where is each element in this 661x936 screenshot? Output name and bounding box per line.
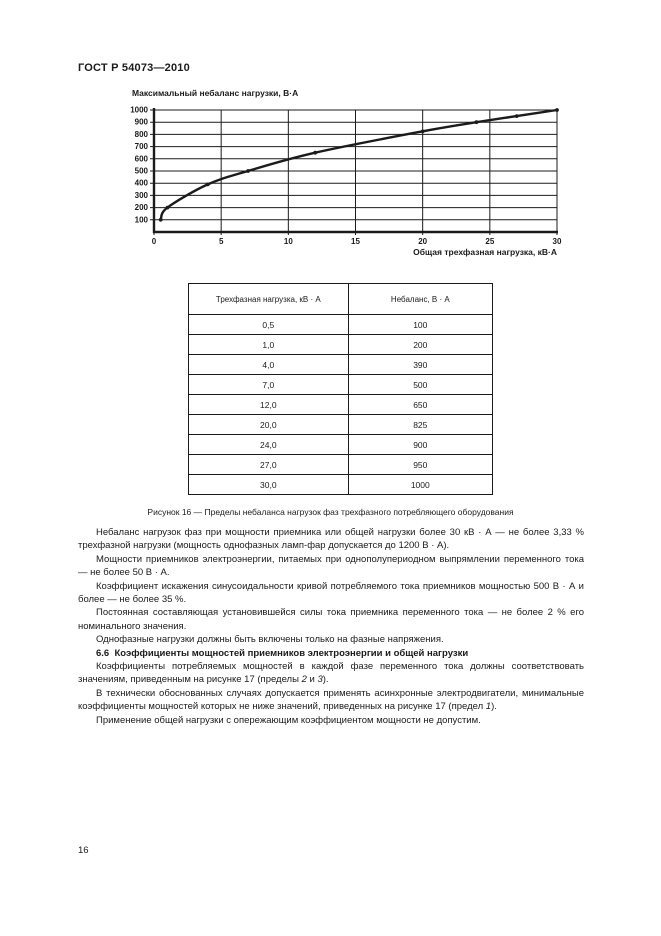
table-row: 20,0 825 [188,414,494,435]
table-cell: 24,0 [188,434,349,455]
svg-text:700: 700 [135,142,149,151]
document-title: ГОСТ Р 54073—2010 [78,62,190,74]
table-cell: 100 [347,314,494,335]
table-cell: 650 [347,394,494,415]
page-number: 16 [78,845,89,856]
table-head: Трехфазная нагрузка, кВ · А Небаланс, В ·… [188,283,494,315]
table-cell: 825 [347,414,494,435]
table-row: 24,0 900 [188,434,494,455]
table-row: 4,0 390 [188,354,494,375]
svg-text:15: 15 [351,237,360,246]
paragraph: Мощности приемников электроэнергии, пита… [78,553,584,579]
paragraph: В технически обоснованных случаях допуск… [78,687,584,713]
table-cell: 900 [347,434,494,455]
section-heading: 6.6 Коэффициенты мощностей приемников эл… [96,647,469,659]
unbalance-table: Трехфазная нагрузка, кВ · А Небаланс, В ·… [188,283,494,495]
svg-text:200: 200 [135,203,149,212]
paragraph: Коэффициент искажения синусоидальности к… [78,580,584,606]
svg-text:25: 25 [485,237,494,246]
figure-caption: Рисунок 16 — Пределы небаланса нагрузок … [147,507,514,517]
line-chart: Максимальный небаланс нагрузки, В·А10020… [130,88,562,257]
table-cell: 200 [347,334,494,355]
y-axis-labels: 100 200 300 400 500 600 700 800 900 1000 [130,106,148,225]
data-curve [159,108,559,221]
table-cell: 1000 [347,474,494,495]
x-axis-title: Общая трехфазная нагрузка, кВ·А [413,247,557,257]
svg-text:20: 20 [418,237,427,246]
table-cell: 390 [347,354,494,375]
table-cell: 12,0 [188,394,349,415]
table-row: 30,0 1000 [188,474,494,495]
table-cell: 27,0 [188,454,349,475]
table-cell: 4,0 [188,354,349,375]
svg-text:30: 30 [553,237,562,246]
paragraph: Постоянная составляющая установившейся с… [78,607,584,632]
table-cell: 950 [347,454,494,475]
paragraph: Небаланс нагрузок фаз при мощности прием… [78,527,584,552]
svg-text:900: 900 [135,118,149,127]
svg-text:300: 300 [135,191,149,200]
paragraph: Применение общей нагрузки с опережающим … [96,714,481,726]
paragraph: Коэффициенты потребляемых мощностей в ка… [78,661,584,686]
data-point-markers [158,108,559,222]
table-row: 7,0 500 [188,374,494,395]
table-cell: 7,0 [188,374,349,395]
svg-text:500: 500 [135,167,149,176]
unbalance-table-container: Трехфазная нагрузка, кВ · А Небаланс, В ·… [188,283,494,495]
table-row: 27,0 950 [188,454,494,475]
table-row: 1,0 200 [188,334,494,355]
svg-text:5: 5 [219,237,224,246]
x-axis-labels: 0 5 10 15 20 25 30 [152,237,562,246]
chart-title: Максимальный небаланс нагрузки, В·А [132,88,298,98]
table-header-cell: Небаланс, В · А [347,283,494,315]
unbalance-chart: Максимальный небаланс нагрузки, В·А 100 20… [128,86,578,262]
svg-text:400: 400 [135,179,149,188]
chart-axes [152,108,558,234]
svg-text:1000: 1000 [130,106,148,115]
svg-text:0: 0 [152,237,157,246]
table-cell: 1,0 [188,334,349,355]
body-text: Небаланс нагрузок фаз при мощности прием… [78,526,584,727]
table-row: 0,5 100 [188,314,494,335]
table-cell: 500 [347,374,494,395]
table-cell: 30,0 [188,474,349,495]
paragraph: Однофазные нагрузки должны быть включены… [96,634,444,646]
svg-text:600: 600 [135,154,149,163]
svg-text:800: 800 [135,130,149,139]
svg-text:100: 100 [135,215,149,224]
table-cell: 0,5 [188,314,349,335]
table-header-cell: Трехфазная нагрузка, кВ · А [188,283,349,315]
svg-text:10: 10 [284,237,293,246]
table-row: 12,0 650 [188,394,494,415]
table-cell: 20,0 [188,414,349,435]
chart-grid [150,109,558,235]
